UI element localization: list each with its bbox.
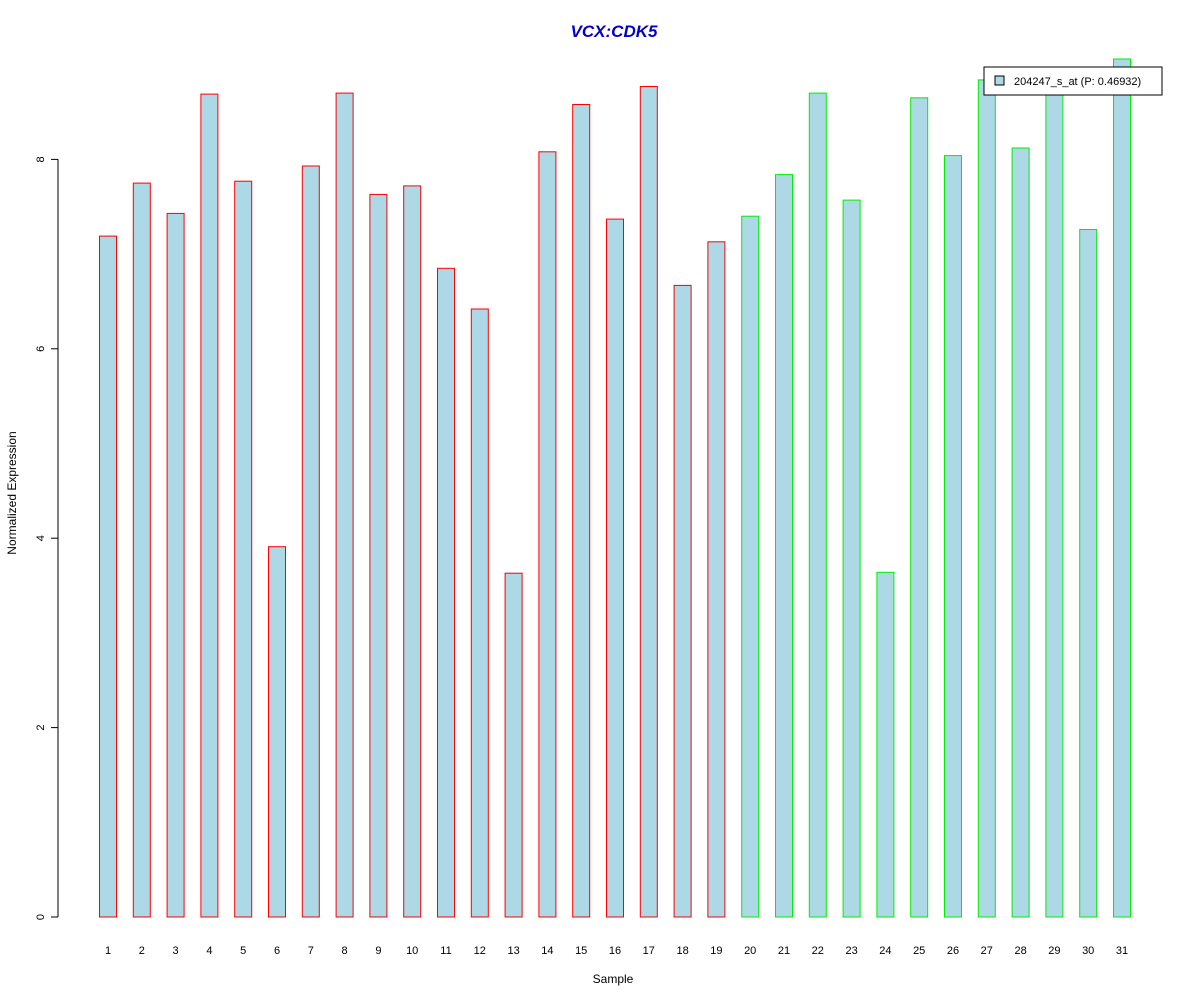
x-tick-label: 15	[575, 945, 587, 957]
y-tick-label: 8	[35, 156, 47, 162]
x-tick-label: 26	[947, 945, 959, 957]
bar-sample-18	[673, 284, 692, 918]
x-tick-label: 12	[474, 945, 486, 957]
bar-sample-26	[944, 155, 962, 918]
bar-sample-3	[166, 212, 185, 918]
y-tick-label: 4	[35, 535, 47, 541]
bar-sample-9	[369, 193, 388, 918]
bar-sample-14	[538, 151, 557, 918]
x-tick-label: 17	[643, 945, 655, 957]
x-tick-label: 10	[406, 945, 418, 957]
bar-sample-22	[808, 92, 827, 918]
x-tick-label: 21	[778, 945, 790, 957]
x-tick-label: 23	[845, 945, 857, 957]
y-axis-label: Normalized Expression	[5, 431, 19, 554]
bar-sample-4	[200, 93, 219, 918]
x-axis-tick-labels: 1 2 3 4 5 6 7 8 9 10 11 12 13 14 15 16 17 18 19 20 21 22 23 24 2…	[105, 945, 1128, 957]
x-tick-label: 25	[913, 945, 925, 957]
x-tick-label: 24	[879, 945, 891, 957]
legend-box	[983, 66, 1163, 96]
bar-sample-8	[335, 92, 354, 918]
bar-sample-29	[1045, 88, 1064, 918]
y-tick-label: 0	[35, 914, 47, 920]
bar-sample-17	[639, 86, 658, 918]
y-axis: 0 2 4 6 8	[35, 156, 59, 920]
bars	[99, 58, 1131, 918]
bar-sample-24	[876, 571, 895, 918]
bar-sample-12	[470, 308, 489, 918]
x-tick-label: 2	[139, 945, 145, 957]
x-axis-label: Sample	[593, 972, 634, 986]
legend-swatch	[994, 75, 1005, 86]
bar-sample-2	[132, 182, 151, 918]
bar-sample-27	[977, 79, 996, 918]
x-tick-label: 18	[676, 945, 688, 957]
bar-sample-20	[741, 215, 760, 918]
legend-entry: 204247_s_at (P: 0.46932)	[1014, 76, 1141, 88]
legend: 204247_s_at (P: 0.46932)	[983, 66, 1163, 96]
bar-sample-7	[301, 165, 320, 918]
x-tick-label: 1	[105, 945, 111, 957]
x-tick-label: 7	[308, 945, 314, 957]
x-tick-label: 20	[744, 945, 756, 957]
bar-sample-31	[1113, 58, 1131, 918]
x-tick-label: 22	[812, 945, 824, 957]
bar-sample-5	[234, 180, 253, 918]
x-tick-label: 19	[710, 945, 722, 957]
x-tick-label: 5	[240, 945, 246, 957]
bar-sample-10	[403, 185, 422, 918]
bar-sample-6	[268, 546, 286, 918]
y-tick-label: 2	[35, 725, 47, 731]
bar-sample-30	[1079, 229, 1098, 918]
x-tick-label: 11	[440, 945, 451, 957]
bar-sample-23	[842, 199, 861, 918]
x-tick-label: 14	[541, 945, 553, 957]
bar-sample-28	[1011, 147, 1030, 918]
x-tick-label: 8	[342, 945, 348, 957]
x-tick-label: 29	[1048, 945, 1060, 957]
bar-sample-1	[99, 235, 117, 918]
bar-sample-19	[707, 241, 726, 918]
x-tick-label: 3	[173, 945, 179, 957]
x-tick-label: 13	[507, 945, 519, 957]
bar-sample-13	[504, 572, 523, 918]
y-tick-label: 6	[35, 346, 47, 352]
bar-sample-21	[775, 174, 793, 918]
x-tick-label: 6	[274, 945, 280, 957]
x-tick-label: 16	[609, 945, 621, 957]
x-tick-label: 30	[1082, 945, 1094, 957]
x-tick-label: 27	[981, 945, 993, 957]
x-tick-label: 4	[206, 945, 212, 957]
bar-sample-11	[437, 267, 455, 918]
bar-sample-25	[910, 97, 929, 918]
x-tick-label: 28	[1014, 945, 1026, 957]
chart-title: VCX:CDK5	[571, 22, 658, 41]
bar-sample-15	[572, 104, 591, 918]
x-tick-label: 9	[375, 945, 381, 957]
x-tick-label: 31	[1116, 945, 1128, 957]
bar-sample-16	[606, 218, 624, 918]
